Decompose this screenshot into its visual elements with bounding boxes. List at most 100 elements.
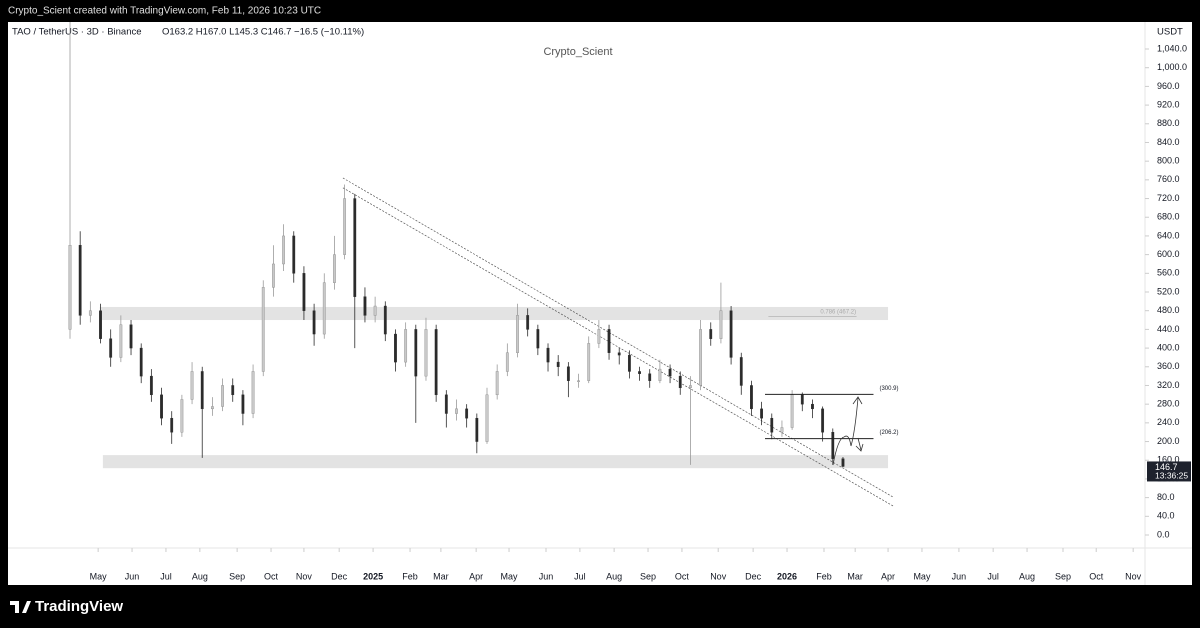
x-tick-label: 2026 <box>777 571 797 581</box>
x-tick-label: May <box>913 571 931 581</box>
price-label-box <box>1147 461 1191 482</box>
candle-body <box>566 366 570 381</box>
x-tick-label: Jun <box>125 571 140 581</box>
candle-body <box>210 406 214 410</box>
x-tick-label: 2025 <box>363 571 383 581</box>
candle-body <box>841 458 845 467</box>
x-tick-label: Apr <box>469 571 483 581</box>
candle-body <box>719 310 723 339</box>
y-tick-label: 880.0 <box>1157 118 1180 128</box>
candle-body <box>394 333 397 363</box>
candle-body <box>668 368 672 377</box>
x-tick-label: Aug <box>1019 571 1035 581</box>
candle-body <box>251 371 255 414</box>
x-tick-label: Dec <box>331 571 348 581</box>
candle-body <box>821 408 825 433</box>
candle-body <box>485 394 489 442</box>
x-tick-label: Sep <box>1055 571 1071 581</box>
credit: Crypto_Scient created with TradingView.c… <box>8 6 321 17</box>
candle-body <box>475 417 479 442</box>
y-tick-label: 680.0 <box>1157 212 1180 222</box>
candle-body <box>231 385 235 396</box>
y-tick-label: 720.0 <box>1157 193 1180 203</box>
last-price: 146.7 <box>1155 462 1178 472</box>
candle-body <box>495 371 499 396</box>
candle-body <box>577 380 580 382</box>
candle-body <box>597 329 601 344</box>
candle-body <box>119 324 123 358</box>
candle-body <box>739 357 743 386</box>
x-tick-label: Feb <box>402 571 418 581</box>
watermark: Crypto_Scient <box>543 46 612 58</box>
y-tick-label: 840.0 <box>1157 137 1180 147</box>
y-tick-label: 240.0 <box>1157 417 1180 427</box>
candle-body <box>302 273 306 311</box>
candle-body <box>536 329 540 349</box>
x-tick-label: Sep <box>229 571 245 581</box>
y-tick-label: 800.0 <box>1157 156 1180 166</box>
candle-body <box>638 371 641 374</box>
x-tick-label: Oct <box>1089 571 1104 581</box>
plot: (300.9) (206.2) 0.786 (467.2) <box>68 22 898 507</box>
candle-body <box>78 245 82 316</box>
candle-body <box>160 394 163 419</box>
projection-arrow <box>832 396 864 466</box>
candle-body <box>607 329 611 353</box>
candle-body <box>373 305 377 316</box>
candle-body <box>109 338 113 358</box>
channel-line <box>342 177 894 498</box>
footer-bar <box>0 585 1200 628</box>
candle-body <box>190 371 194 400</box>
candle-body <box>455 408 458 414</box>
y-tick-label: 1,040.0 <box>1157 43 1187 53</box>
candle-body <box>709 329 713 339</box>
y-tick-label: 960.0 <box>1157 81 1180 91</box>
fib-label: 0.786 (467.2) <box>820 309 856 315</box>
candle-body <box>770 417 774 433</box>
line-label: (300.9) <box>879 386 898 392</box>
candle-body <box>678 375 682 389</box>
y-tick-label: 200.0 <box>1157 436 1180 446</box>
x-tick-label: Jul <box>987 571 999 581</box>
x-tick-label: Aug <box>192 571 208 581</box>
candle-body <box>149 375 153 396</box>
candle-body <box>760 408 764 419</box>
candle-body <box>648 373 652 381</box>
countdown: 13:36:25 <box>1155 471 1188 481</box>
y-tick-label: 560.0 <box>1157 268 1180 278</box>
candle-body <box>99 310 102 339</box>
y-tick-label: 280.0 <box>1157 399 1180 409</box>
zone <box>102 455 889 469</box>
y-tick-label: 400.0 <box>1157 342 1180 352</box>
candle-body <box>282 235 285 265</box>
y-tick-label: 480.0 <box>1157 305 1180 315</box>
chart-background <box>8 22 1192 585</box>
candle-body <box>404 329 408 363</box>
candle-body <box>800 394 804 405</box>
y-tick-label: 640.0 <box>1157 230 1180 240</box>
candle-body <box>546 347 550 363</box>
candle-body <box>343 198 347 255</box>
candle-body <box>699 329 702 386</box>
candle-body <box>353 198 357 297</box>
line-label: (206.2) <box>879 430 898 436</box>
candle-body <box>221 385 224 407</box>
candle-body <box>170 417 174 433</box>
x-tick-label: May <box>501 571 519 581</box>
candle-body <box>261 287 265 372</box>
candle-body <box>414 329 418 377</box>
candle-body <box>322 282 326 335</box>
x-tick-label: Nov <box>710 571 727 581</box>
candle-body <box>444 394 448 414</box>
candle-body <box>434 329 438 396</box>
x-tick-label: Sep <box>640 571 656 581</box>
x-tick-label: Mar <box>433 571 449 581</box>
candle-body <box>811 403 814 410</box>
candle-body <box>292 235 296 274</box>
candle-body <box>424 329 428 377</box>
symbol: TAO / TetherUS · 3D · Binance <box>12 27 142 38</box>
brand: TradingView <box>35 598 123 615</box>
y-tick-label: 520.0 <box>1157 286 1180 296</box>
y-tick-label: 160.0 <box>1157 455 1180 465</box>
